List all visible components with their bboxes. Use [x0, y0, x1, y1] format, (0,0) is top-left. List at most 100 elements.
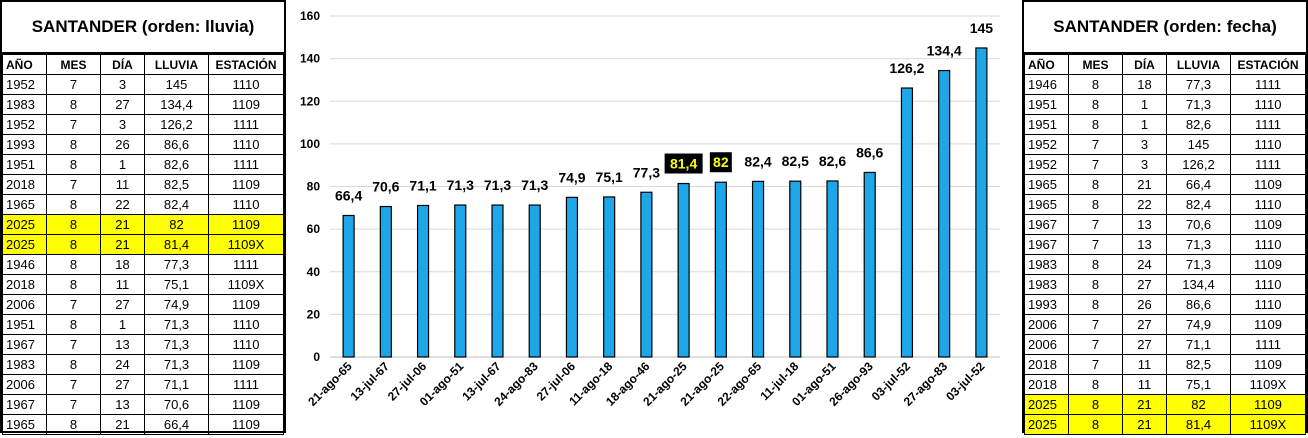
cell-year: 1967	[1024, 234, 1069, 255]
cell-station: 1110	[208, 314, 284, 335]
table-row: 2018 8 11 75,1 1109X	[2, 274, 284, 295]
cell-year: 2025	[2, 234, 47, 255]
cell-month: 8	[46, 234, 101, 255]
table-row: 2018 7 11 82,5 1109	[2, 174, 284, 195]
cell-day: 11	[100, 174, 145, 195]
cell-year: 1965	[2, 414, 47, 435]
bar	[863, 171, 876, 358]
cell-month: 8	[46, 194, 101, 215]
cell-rain: 71,3	[144, 314, 209, 335]
table-row: 2018 7 11 82,5 1109	[1024, 354, 1306, 375]
cell-month: 7	[46, 374, 101, 395]
cell-station: 1109	[208, 294, 284, 315]
cell-month: 8	[46, 354, 101, 375]
cell-day: 3	[100, 114, 145, 135]
cell-rain: 82	[1166, 394, 1231, 415]
table-row: 2018 8 11 75,1 1109X	[1024, 374, 1306, 395]
bar	[975, 47, 988, 358]
bar	[416, 204, 430, 358]
header-rain: LLUVIA	[1166, 54, 1231, 75]
cell-year: 2018	[1024, 354, 1069, 375]
cell-station: 1111	[1230, 114, 1306, 135]
data-label: 82,4	[744, 153, 771, 169]
bar	[342, 214, 355, 358]
table-row: 1951 8 1 82,6 1111	[2, 154, 284, 175]
header-day: DÍA	[100, 54, 145, 75]
cell-station: 1110	[1230, 94, 1306, 115]
cell-rain: 82,6	[1166, 114, 1231, 135]
cell-year: 1965	[2, 194, 47, 215]
cell-month: 8	[1068, 374, 1123, 395]
cell-station: 1109	[1230, 394, 1306, 415]
cell-month: 7	[46, 114, 101, 135]
cell-day: 1	[100, 314, 145, 335]
cell-month: 8	[1068, 114, 1123, 135]
cell-year: 1965	[1024, 174, 1069, 195]
cell-rain: 71,3	[1166, 254, 1231, 275]
cell-station: 1110	[1230, 134, 1306, 155]
cell-month: 7	[46, 334, 101, 355]
table-row: 1983 8 27 134,4 1110	[1024, 274, 1306, 295]
y-tick-label: 160	[300, 9, 320, 23]
cell-day: 3	[1122, 134, 1167, 155]
cell-month: 8	[1068, 74, 1123, 95]
cell-year: 1967	[1024, 214, 1069, 235]
cell-year: 1951	[1024, 114, 1069, 135]
table-row: 1965 8 21 66,4 1109	[2, 414, 284, 435]
cell-month: 8	[46, 314, 101, 335]
cell-rain: 71,3	[144, 334, 209, 355]
table-row: 1993 8 26 86,6 1110	[2, 134, 284, 155]
data-label-background	[709, 152, 732, 173]
left-rain-table: AÑO MES DÍA LLUVIA ESTACIÓN 1952 7 3 145 111…	[2, 54, 284, 435]
cell-day: 13	[100, 334, 145, 355]
bar	[789, 180, 802, 358]
cell-rain: 71,3	[1166, 94, 1231, 115]
cell-rain: 70,6	[1166, 214, 1231, 235]
cell-month: 8	[1068, 174, 1123, 195]
y-tick-label: 20	[307, 307, 321, 321]
cell-rain: 126,2	[144, 114, 209, 135]
cell-station: 1109	[1230, 254, 1306, 275]
cell-station: 1109	[1230, 314, 1306, 335]
cell-station: 1111	[1230, 334, 1306, 355]
cell-rain: 82,4	[144, 194, 209, 215]
header-month: MES	[1068, 54, 1123, 75]
cell-year: 1946	[2, 254, 47, 275]
table-row: 1983 8 27 134,4 1109	[2, 94, 284, 115]
cell-year: 2018	[2, 174, 47, 195]
cell-station: 1110	[1230, 234, 1306, 255]
cell-day: 13	[100, 394, 145, 415]
cell-station: 1109	[208, 214, 284, 235]
cell-rain: 77,3	[1166, 74, 1231, 95]
cell-month: 7	[1068, 354, 1123, 375]
table-row: 2006 7 27 71,1 1111	[1024, 334, 1306, 355]
table-row: 1983 8 24 71,3 1109	[1024, 254, 1306, 275]
cell-year: 1965	[1024, 194, 1069, 215]
cell-month: 8	[46, 154, 101, 175]
cell-station: 1110	[208, 74, 284, 95]
cell-year: 1946	[1024, 74, 1069, 95]
cell-station: 1110	[1230, 294, 1306, 315]
bar	[826, 180, 839, 358]
data-label: 81,4	[670, 156, 697, 172]
cell-day: 11	[100, 274, 145, 295]
cell-rain: 82,4	[1166, 194, 1231, 215]
cell-day: 21	[1122, 414, 1167, 435]
cell-day: 27	[100, 94, 145, 115]
cell-rain: 82,5	[1166, 354, 1231, 375]
cell-station: 1111	[208, 254, 284, 275]
cell-day: 27	[100, 294, 145, 315]
rain-bar-chart: 0 20 40 60 80 100 120 140 160 66,4 21-ago-65 70,6 13…	[288, 0, 1020, 433]
cell-month: 8	[46, 414, 101, 435]
cell-rain: 81,4	[1166, 414, 1231, 435]
cell-month: 8	[1068, 414, 1123, 435]
bar	[751, 180, 765, 358]
cell-year: 2006	[2, 294, 47, 315]
cell-year: 1983	[1024, 254, 1069, 275]
cell-month: 8	[1068, 294, 1123, 315]
bar	[900, 87, 914, 358]
header-day: DÍA	[1122, 54, 1167, 75]
cell-day: 18	[1122, 74, 1167, 95]
cell-day: 21	[100, 214, 145, 235]
data-label: 71,3	[447, 177, 474, 193]
